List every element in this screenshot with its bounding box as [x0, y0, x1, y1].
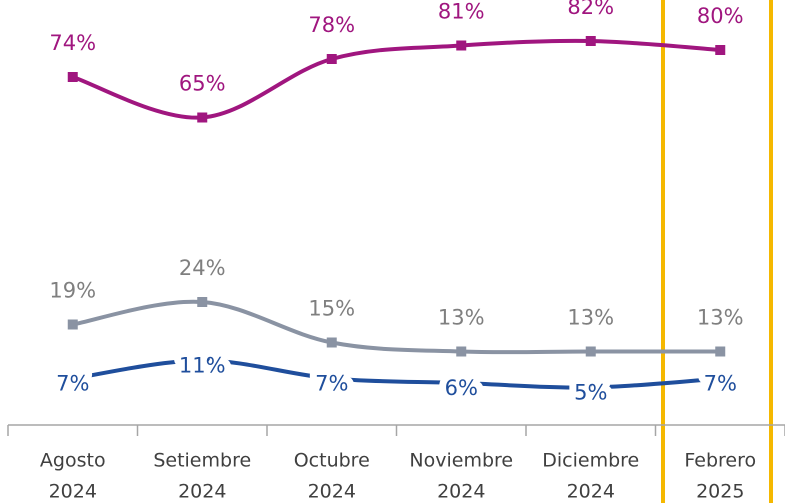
point-marker — [585, 382, 596, 393]
data-label: 5% — [574, 381, 607, 405]
point-marker — [715, 346, 726, 357]
data-label: 65% — [179, 72, 226, 96]
point-marker — [456, 40, 467, 51]
point-marker — [585, 36, 596, 46]
point-marker — [715, 45, 726, 55]
x-tick-label: Setiembre — [153, 450, 251, 472]
point-marker — [326, 373, 337, 384]
x-tick-label: Agosto — [40, 450, 106, 472]
x-tick-label: 2024 — [308, 481, 356, 503]
data-label: 15% — [308, 297, 355, 321]
point-marker — [585, 346, 596, 357]
data-label: 74% — [49, 31, 96, 55]
series-line — [70, 358, 723, 390]
data-label: 13% — [438, 306, 485, 330]
point-marker — [326, 337, 337, 348]
data-label: 80% — [697, 4, 744, 28]
x-tick-label: Octubre — [294, 450, 370, 472]
x-tick-label: 2024 — [567, 481, 615, 503]
point-marker — [456, 346, 467, 357]
x-tick-label: Diciembre — [542, 450, 639, 472]
point-marker — [197, 355, 208, 366]
data-label: 24% — [179, 256, 226, 280]
point-marker — [197, 297, 208, 307]
point-marker — [67, 72, 78, 82]
x-tick-label: Noviembre — [409, 450, 513, 472]
x-tick-label: 2024 — [437, 481, 485, 503]
data-label: 13% — [567, 306, 614, 330]
data-label: 13% — [697, 306, 744, 330]
point-marker — [326, 54, 337, 64]
point-marker — [715, 373, 726, 384]
data-label: 7% — [704, 372, 737, 396]
x-tick-label: Febrero — [684, 450, 756, 472]
x-tick-label: 2024 — [178, 481, 226, 503]
series-line — [70, 299, 723, 355]
data-label: 7% — [315, 372, 348, 396]
point-marker — [197, 112, 208, 123]
point-marker — [456, 378, 467, 388]
data-label: 19% — [49, 279, 96, 303]
series-line — [70, 38, 723, 120]
data-label: 6% — [445, 376, 478, 400]
point-marker — [67, 319, 78, 330]
point-marker — [67, 373, 78, 384]
data-label: 82% — [567, 0, 614, 19]
data-label: 78% — [308, 13, 355, 37]
data-label: 81% — [438, 0, 485, 24]
data-label: 7% — [56, 372, 89, 396]
x-tick-label: 2025 — [696, 481, 744, 503]
data-label: 11% — [179, 354, 226, 378]
x-tick-label: 2024 — [49, 481, 97, 503]
